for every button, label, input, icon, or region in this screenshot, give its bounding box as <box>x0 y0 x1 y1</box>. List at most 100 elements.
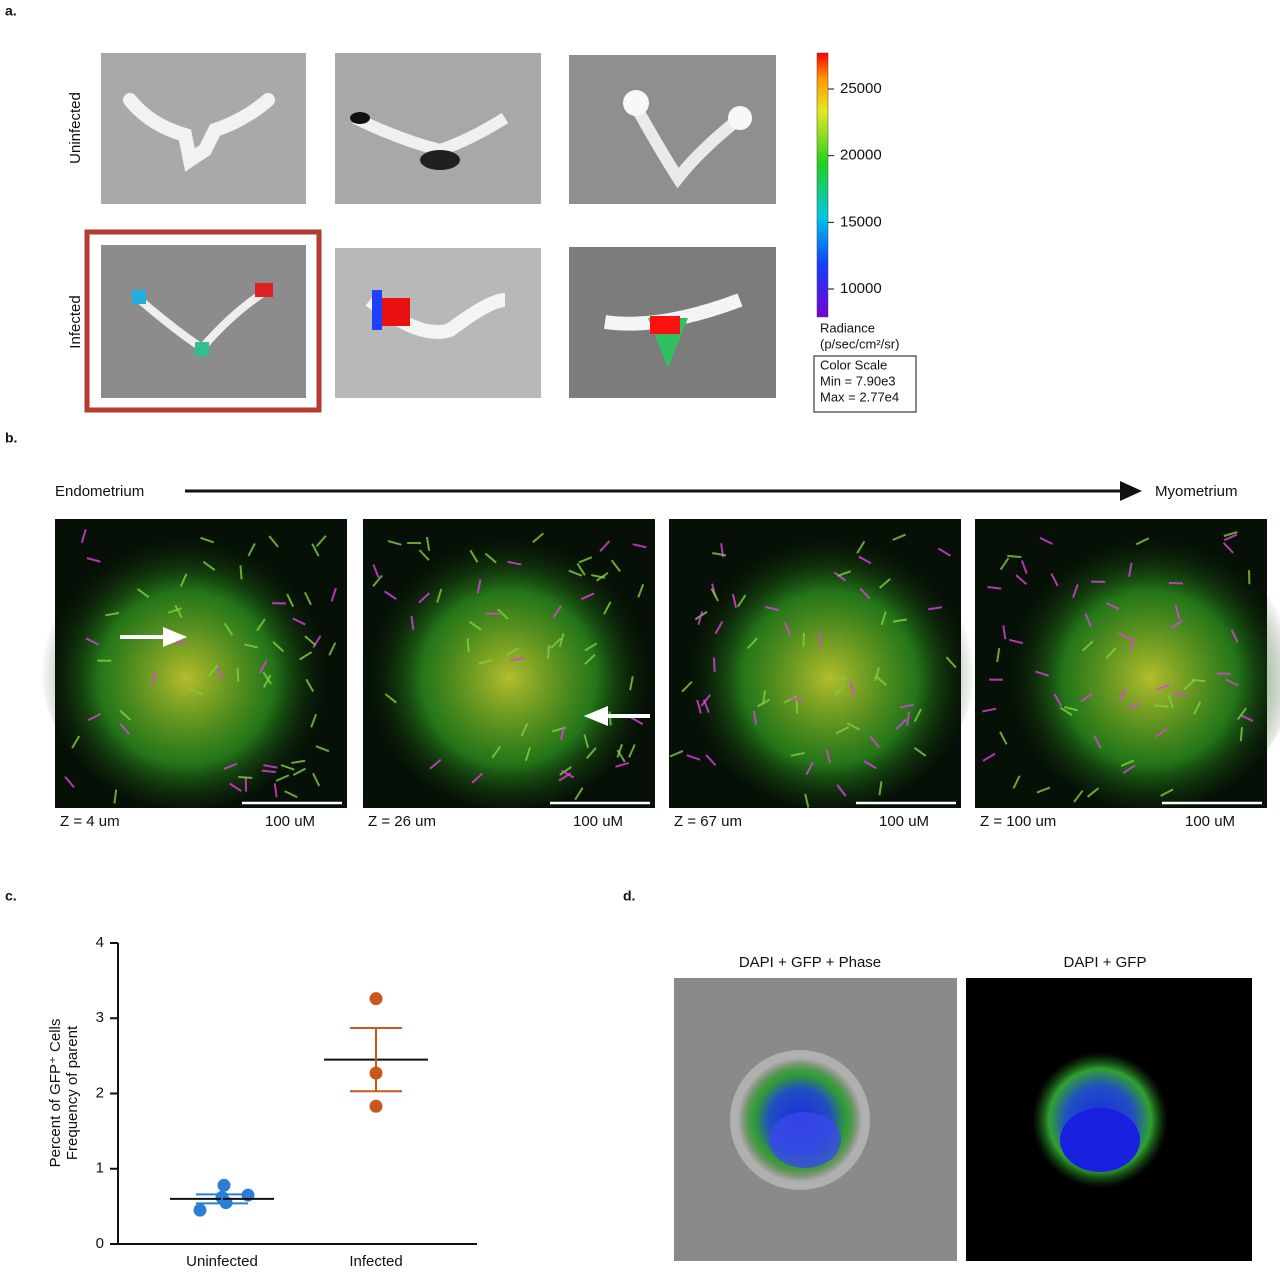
fiber <box>705 754 717 766</box>
ivis-images <box>84 53 776 413</box>
fiber <box>223 622 234 636</box>
fiber <box>216 665 223 680</box>
fiber <box>875 675 887 687</box>
fiber <box>1126 702 1140 711</box>
fiber <box>863 760 877 770</box>
fiber <box>1039 536 1053 545</box>
fiber <box>578 556 593 564</box>
fiber <box>712 552 727 557</box>
fiber <box>616 743 623 758</box>
fiber <box>305 678 315 692</box>
fiber <box>603 601 612 615</box>
fiber <box>880 611 887 626</box>
fiber <box>491 745 502 759</box>
fiber <box>532 532 545 544</box>
fiber <box>236 667 240 682</box>
arrow <box>583 706 650 726</box>
fiber <box>188 687 203 696</box>
fiber <box>804 793 810 808</box>
fiber <box>833 571 847 582</box>
fiber <box>892 533 906 541</box>
colorbar-tick-label: 15000 <box>840 213 882 230</box>
fiber <box>229 782 242 792</box>
fiber <box>150 671 157 686</box>
fiber <box>304 591 312 606</box>
fiber <box>1002 625 1007 640</box>
colorbar-unit: Radiance <box>820 320 875 335</box>
fiber <box>761 690 767 705</box>
fiber <box>580 592 595 601</box>
fiber <box>714 621 724 635</box>
data-point <box>217 1178 231 1192</box>
fiber <box>387 539 402 546</box>
fiber <box>484 552 497 564</box>
fiber <box>1170 619 1184 629</box>
fiber <box>119 722 130 735</box>
fiber <box>207 664 219 677</box>
fiber <box>834 683 846 696</box>
fiber <box>1222 542 1234 554</box>
fiber <box>263 764 278 769</box>
fiber <box>892 618 908 623</box>
colorbar-unit: (p/sec/cm²/sr) <box>820 336 899 351</box>
fiber <box>304 635 317 646</box>
fiber <box>1084 613 1092 628</box>
fiber <box>568 569 583 577</box>
fiber <box>846 722 861 731</box>
fiber <box>1012 775 1021 789</box>
fiber <box>280 764 295 771</box>
fiber <box>1223 533 1238 542</box>
fiber <box>858 555 872 565</box>
colorbar <box>816 52 829 318</box>
fiber <box>669 750 684 758</box>
arrow-head <box>1120 481 1142 501</box>
fiber <box>937 547 951 557</box>
fiber <box>1174 605 1181 620</box>
x-tick-label: Infected <box>349 1253 402 1270</box>
fiber <box>200 536 215 544</box>
fiber <box>712 657 716 672</box>
y-tick-label: 3 <box>96 1009 104 1026</box>
y-tick-label: 2 <box>96 1084 104 1101</box>
color-scale-text: Max = 2.77e4 <box>820 389 899 404</box>
fiber <box>247 543 256 557</box>
fiber <box>262 674 272 688</box>
fiber <box>878 781 883 796</box>
fiber <box>999 557 1010 571</box>
panel-label: d. <box>623 888 635 904</box>
fiber <box>275 774 290 782</box>
fiber <box>262 671 272 685</box>
fiber <box>1122 764 1136 774</box>
z-caption: Z = 26 um <box>368 813 436 830</box>
fiber <box>550 637 562 649</box>
axis-end: Myometrium <box>1155 483 1238 500</box>
data-point <box>369 1099 383 1113</box>
fiber <box>1236 707 1247 721</box>
fiber <box>436 588 443 603</box>
scale-caption: 100 uM <box>879 813 929 830</box>
fiber <box>802 632 806 647</box>
fiber <box>268 535 279 548</box>
fiber <box>788 697 804 702</box>
data-point <box>369 992 383 1006</box>
fiber <box>1119 688 1126 703</box>
fiber <box>273 783 278 798</box>
fiber <box>256 618 266 632</box>
fiber <box>1035 670 1050 677</box>
fiber <box>471 772 484 784</box>
fiber <box>292 617 306 626</box>
fiber <box>425 536 431 551</box>
fiber <box>310 713 318 728</box>
fiber <box>616 749 626 763</box>
fiber <box>783 695 797 704</box>
fiber <box>1154 704 1169 708</box>
data-point <box>193 1203 207 1217</box>
fiber <box>558 772 572 782</box>
axis-start: Endometrium <box>55 483 144 500</box>
confocal-image <box>975 519 1280 808</box>
fiber <box>832 676 847 683</box>
fiber <box>466 638 470 653</box>
fiber <box>987 586 1002 590</box>
fiber <box>239 565 243 580</box>
